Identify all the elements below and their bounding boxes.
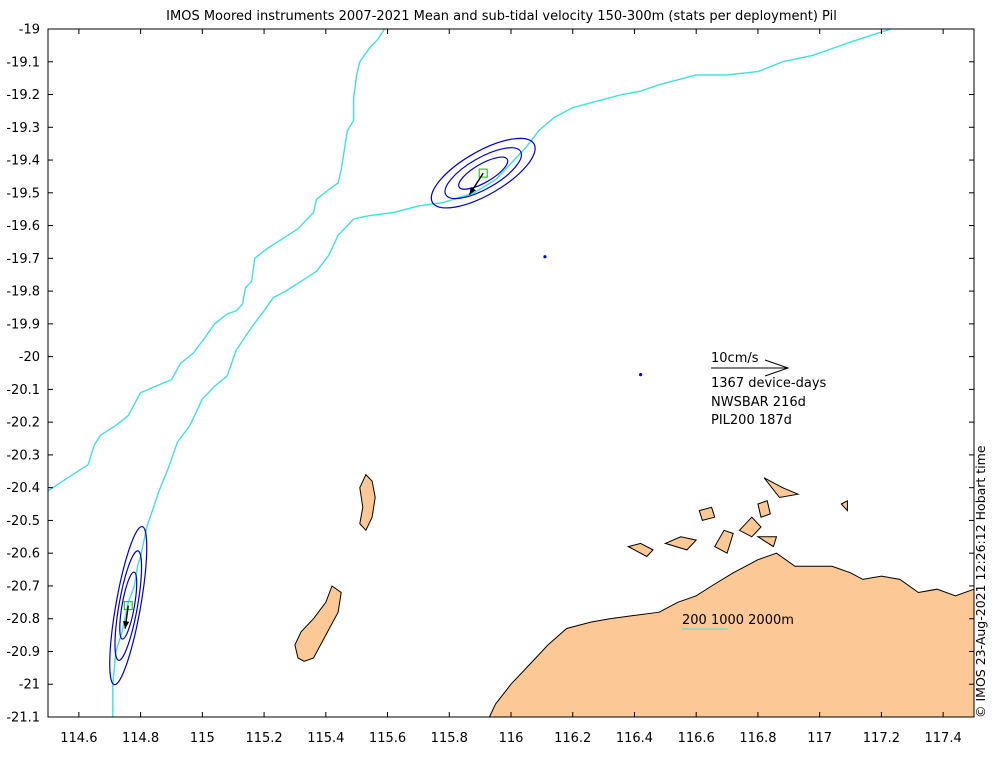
y-tick-label-0: -19 — [19, 23, 40, 38]
y-tick-label-6: -19.6 — [6, 219, 40, 234]
x-tick-label-8: 116.2 — [554, 731, 591, 746]
island-8 — [757, 500, 771, 518]
x-tick-label-10: 116.6 — [678, 731, 715, 746]
island-5 — [714, 529, 734, 554]
pil200-mean-arrow-head — [123, 620, 130, 629]
pil200-variance-ellipse-0 — [109, 525, 148, 686]
x-axis: 114.6 114.8 115 115.2 115.4 115.6 115.8 116 116.… — [60, 29, 962, 746]
x-tick-label-6: 115.8 — [431, 731, 468, 746]
nwsbar-subtidal-marker — [478, 168, 488, 178]
island-4 — [698, 506, 716, 522]
x-tick-label-1: 114.8 — [122, 731, 159, 746]
island-6 — [738, 516, 762, 538]
x-tick-label-5: 115.6 — [369, 731, 406, 746]
y-tick-label-14: -20.4 — [6, 481, 40, 496]
ellipse-layer — [109, 137, 536, 686]
stats-line-device-days: 1367 device-days — [711, 376, 827, 391]
isobath-legend-label: 200 1000 2000m — [682, 613, 794, 628]
mainland-layer — [488, 552, 975, 718]
x-tick-label-12: 117 — [807, 731, 832, 746]
island-9 — [756, 536, 778, 548]
y-tick-label-10: -20 — [19, 350, 40, 365]
x-tick-label-2: 115 — [190, 731, 215, 746]
y-tick-label-11: -20.1 — [6, 383, 40, 398]
pil200-variance-ellipse-2 — [119, 571, 138, 640]
stats-line-nwsbar: NWSBAR 216d — [711, 395, 806, 410]
scale-arrow-label: 10cm/s — [711, 351, 759, 366]
x-tick-label-13: 117.2 — [863, 731, 900, 746]
x-tick-label-9: 116.4 — [616, 731, 653, 746]
y-tick-label-17: -20.7 — [6, 579, 40, 594]
y-tick-label-16: -20.6 — [6, 547, 40, 562]
nwsbar-variance-ellipse-2 — [458, 156, 509, 190]
y-tick-label-18: -20.8 — [6, 612, 40, 627]
stats-line-pil200: PIL200 187d — [711, 413, 792, 428]
copyright-note: © IMOS 23-Aug-2021 12:26:12 Hobart time — [973, 445, 988, 718]
pil200-variance-ellipse-1 — [114, 550, 143, 661]
y-tick-label-8: -19.8 — [6, 285, 40, 300]
y-tick-label-13: -20.3 — [6, 448, 40, 463]
y-tick-label-1: -19.1 — [6, 55, 40, 70]
velocity-scale: 10cm/s — [711, 351, 790, 377]
y-tick-label-19: -20.9 — [6, 645, 40, 660]
nwsbar-variance-ellipse-0 — [430, 137, 536, 209]
island-7 — [763, 477, 800, 499]
island-0 — [294, 585, 342, 662]
x-tick-label-14: 117.4 — [925, 731, 962, 746]
y-axis: -19 -19.1 -19.2 -19.3 -19.4 -19.5 -19.6 -19.7 -1… — [6, 23, 974, 726]
x-tick-label-0: 114.6 — [60, 731, 97, 746]
island-2 — [626, 542, 654, 558]
station-dots-layer — [543, 255, 643, 377]
y-tick-label-3: -19.3 — [6, 121, 40, 136]
y-tick-label-21: -21.1 — [6, 711, 40, 726]
x-tick-label-4: 115.4 — [307, 731, 344, 746]
x-tick-label-3: 115.2 — [245, 731, 282, 746]
y-tick-label-20: -21 — [19, 678, 40, 693]
y-tick-label-15: -20.5 — [6, 514, 40, 529]
y-tick-label-2: -19.2 — [6, 88, 40, 103]
y-tick-label-9: -19.9 — [6, 317, 40, 332]
x-tick-label-7: 116 — [499, 731, 524, 746]
islands-layer — [294, 473, 848, 662]
mainland-shape — [488, 552, 975, 718]
x-tick-label-11: 116.8 — [739, 731, 776, 746]
y-tick-label-12: -20.2 — [6, 416, 40, 431]
island-10 — [840, 499, 848, 512]
y-tick-label-4: -19.4 — [6, 154, 40, 169]
station-dot-0 — [543, 255, 547, 259]
island-3 — [663, 536, 698, 551]
island-1 — [359, 473, 376, 532]
scale-arrow-head — [764, 359, 790, 377]
isobath-0 — [47, 28, 385, 492]
y-tick-label-5: -19.5 — [6, 186, 40, 201]
nwsbar-variance-ellipse-1 — [444, 147, 523, 200]
nwsbar-mean-arrow-head — [469, 186, 476, 195]
y-tick-label-7: -19.7 — [6, 252, 40, 267]
map-title: IMOS Moored instruments 2007-2021 Mean a… — [166, 9, 837, 24]
station-dot-1 — [639, 373, 643, 377]
